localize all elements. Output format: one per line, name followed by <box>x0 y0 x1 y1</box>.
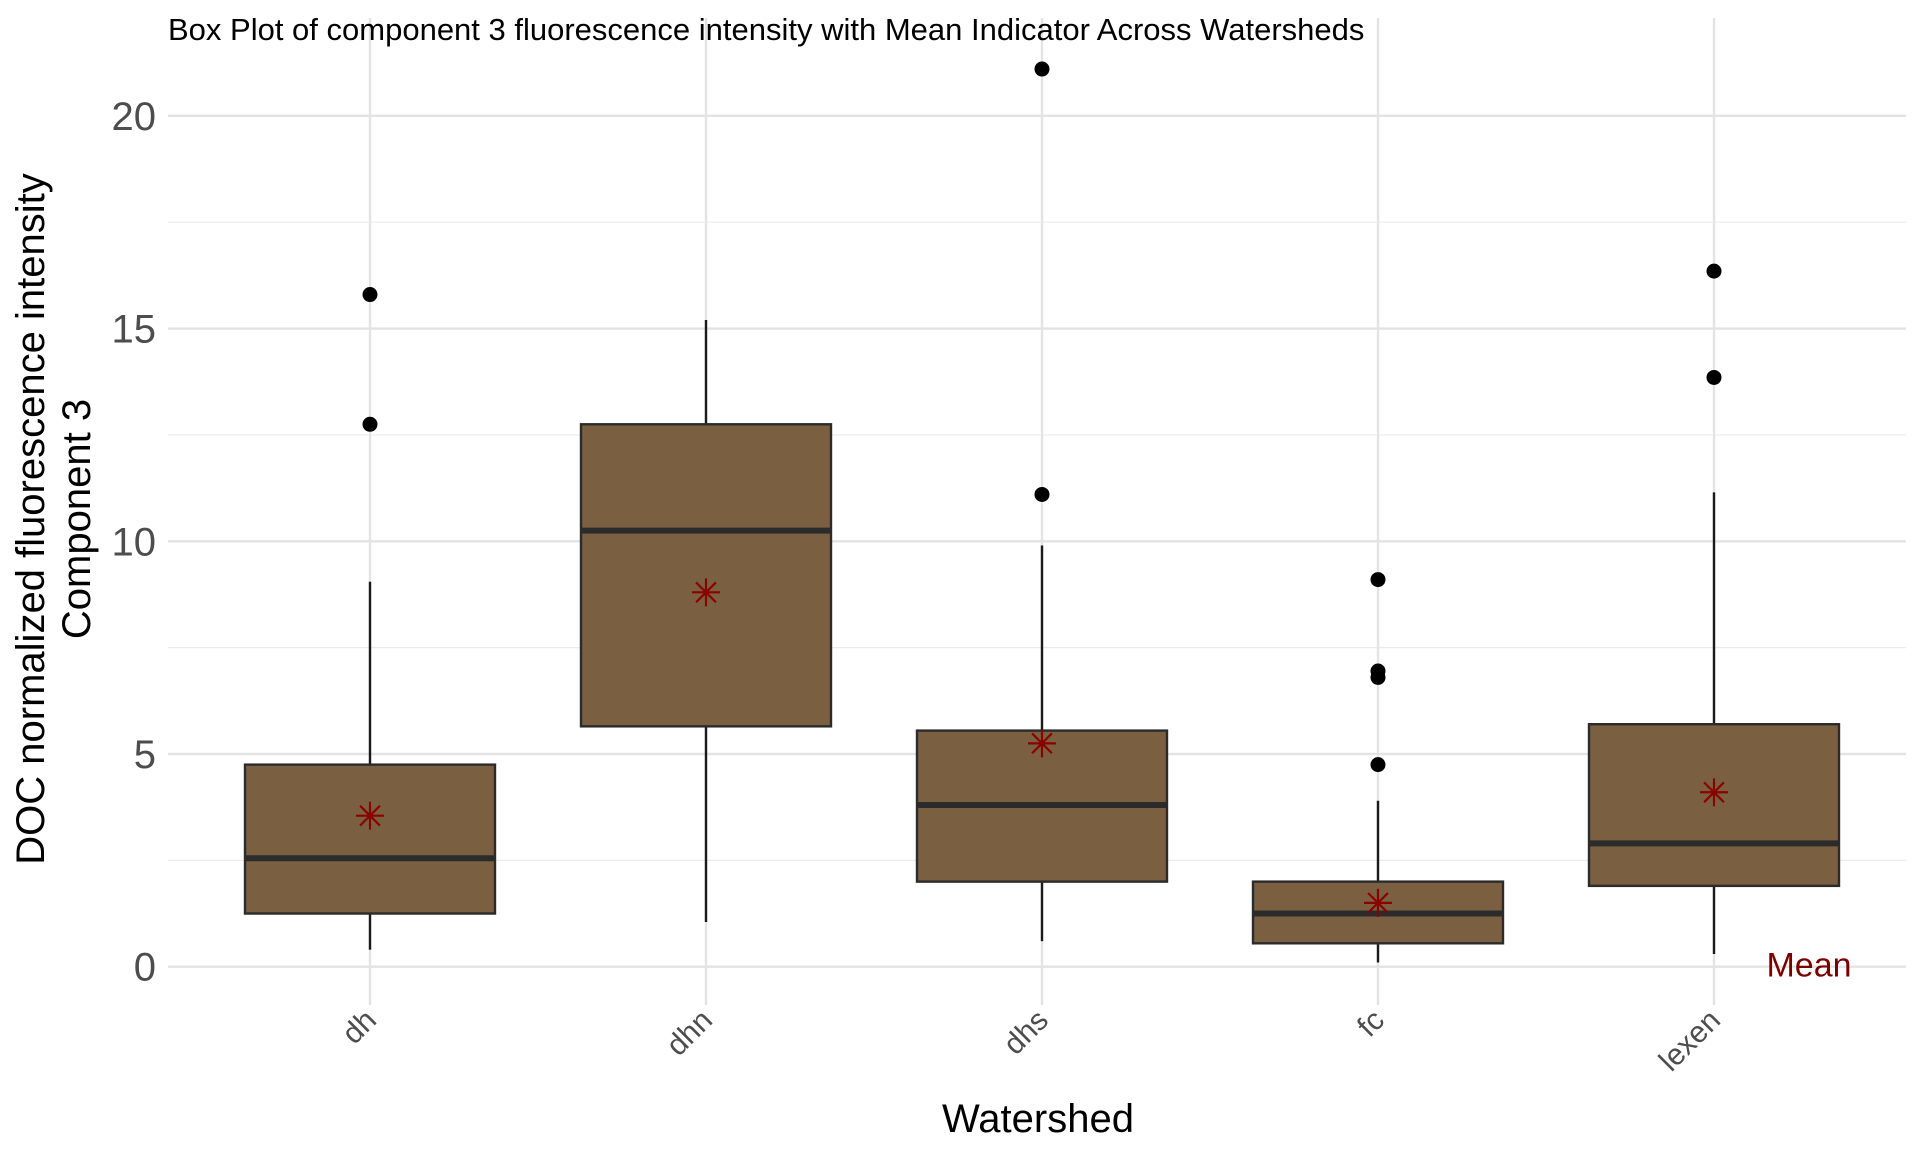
mean-marker <box>1700 778 1728 807</box>
outlier-point <box>1370 572 1386 588</box>
box-dhn <box>579 320 833 923</box>
box-iqr <box>243 763 497 915</box>
box-dhs <box>915 61 1169 942</box>
outlier-point <box>1706 263 1722 279</box>
outlier-point <box>1034 486 1050 502</box>
mean-annotation: Mean <box>1766 947 1851 985</box>
outlier-point <box>1706 369 1722 385</box>
boxes-layer <box>243 61 1841 963</box>
box-lexen <box>1587 263 1841 954</box>
mean-marker-stroke <box>1031 732 1053 755</box>
y-axis-label-line-1: DOC normalized fluorescence intensity <box>9 173 53 864</box>
mean-marker <box>1028 729 1056 758</box>
outlier-point <box>1370 663 1386 679</box>
outlier-point <box>362 416 378 432</box>
y-tick-labels: 0 5 10 15 20 <box>112 95 157 990</box>
y-tick-label: 5 <box>134 733 156 777</box>
x-tick-label: dh <box>336 1004 383 1051</box>
mean-marker-stroke <box>695 581 717 604</box>
outlier-point <box>1034 61 1050 77</box>
chart-title: Box Plot of component 3 fluorescence int… <box>168 12 1364 47</box>
mean-marker <box>692 578 720 607</box>
box-dh <box>243 287 497 950</box>
y-tick-label: 15 <box>112 308 157 352</box>
y-axis-label-line-2: Component 3 <box>55 399 99 639</box>
x-tick-labels: dh dhn dhs fc lexen <box>336 1004 1727 1078</box>
y-tick-label: 20 <box>112 95 157 139</box>
mean-marker <box>1364 888 1392 917</box>
outlier-point <box>362 287 378 303</box>
mean-marker-stroke <box>1367 892 1389 914</box>
y-tick-label: 0 <box>134 946 156 990</box>
x-tick-label: dhn <box>660 1004 719 1063</box>
outlier-point <box>1370 757 1386 773</box>
mean-marker <box>356 801 384 830</box>
y-tick-label: 10 <box>112 520 157 564</box>
x-tick-label: dhs <box>997 1004 1055 1062</box>
box-fc <box>1251 572 1505 963</box>
box-iqr <box>579 423 833 728</box>
mean-marker-stroke <box>359 805 381 827</box>
x-axis-label: Watershed <box>942 1097 1134 1141</box>
x-tick-label: lexen <box>1653 1004 1727 1078</box>
mean-marker-stroke <box>1703 781 1725 803</box>
x-tick-label: fc <box>1351 1004 1391 1044</box>
